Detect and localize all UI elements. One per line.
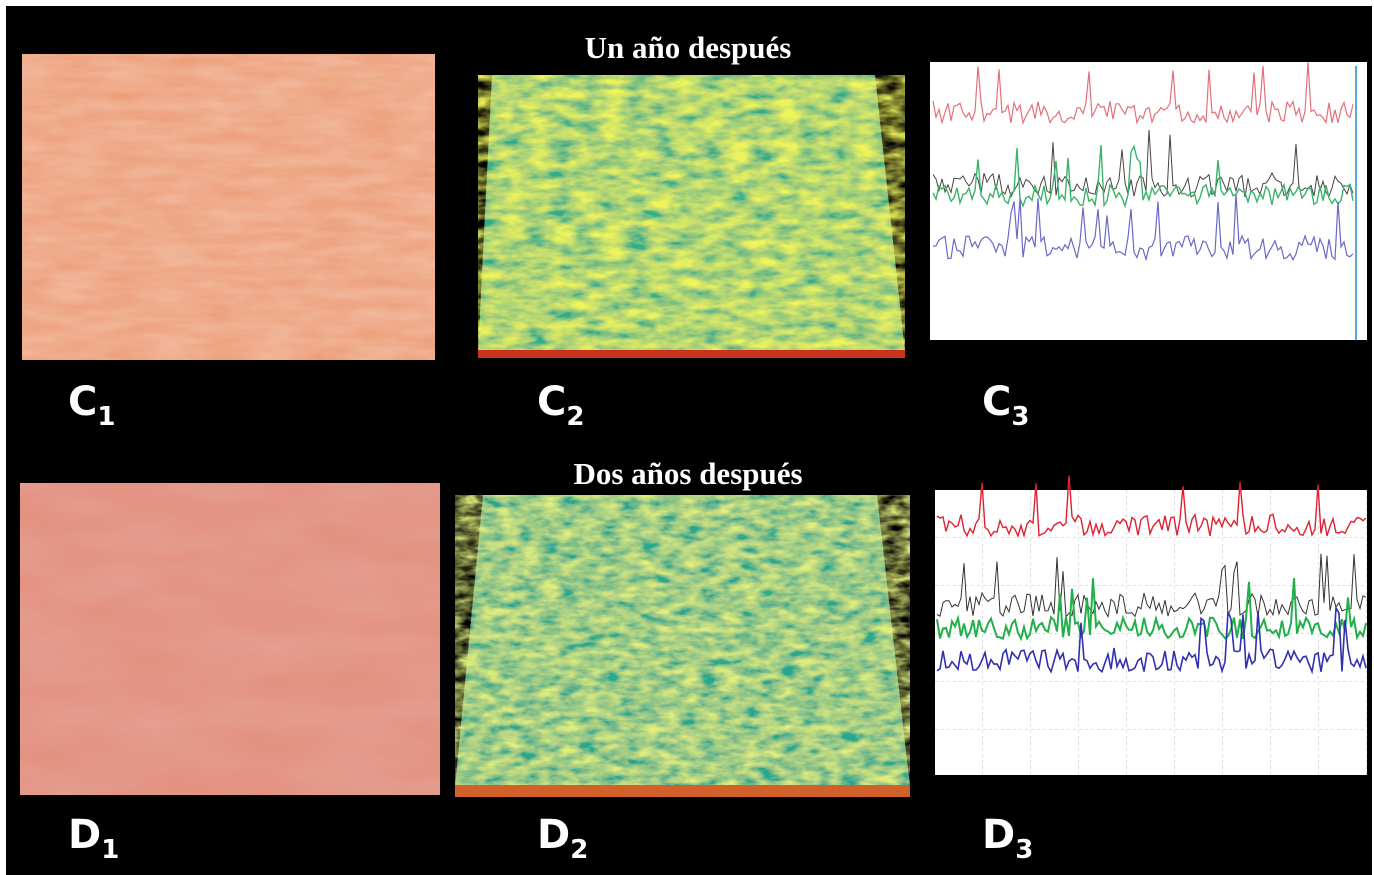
panel-letter: D <box>982 812 1015 858</box>
skin-photo <box>20 483 440 795</box>
surface-map <box>455 495 910 787</box>
profile-panel <box>930 62 1367 340</box>
panel-subscript: 2 <box>570 835 588 865</box>
panel-subscript: 3 <box>1011 402 1029 432</box>
figure: Un año después Dos años después C1C2C3D1… <box>0 0 1374 875</box>
panel-letter: D <box>537 812 570 858</box>
panel-subscript: 1 <box>97 402 115 432</box>
panel-subscript: 1 <box>101 835 119 865</box>
panel-letter: C <box>537 379 566 425</box>
panel-letter: C <box>982 379 1011 425</box>
panel-letter: C <box>68 379 97 425</box>
surface-map <box>478 75 905 352</box>
panel-subscript: 2 <box>566 402 584 432</box>
panel-letter: D <box>68 812 101 858</box>
row-title: Dos años después <box>573 456 802 491</box>
surface-base <box>455 785 910 797</box>
surface-base <box>478 350 905 358</box>
panel-subscript: 3 <box>1015 835 1033 865</box>
row-title: Un año después <box>585 30 792 65</box>
skin-photo <box>22 54 435 360</box>
